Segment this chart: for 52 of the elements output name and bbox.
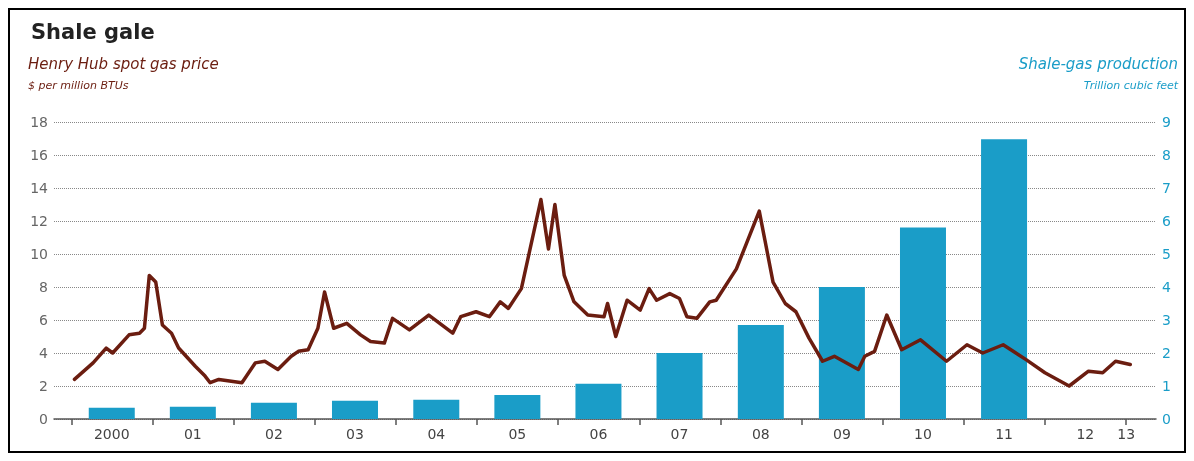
bar [737,324,784,419]
y-tick-label: 18 [30,114,48,130]
x-tick-label: 05 [508,426,527,442]
x-tick-label: 08 [751,426,770,442]
bar [169,406,216,419]
bar [331,400,378,419]
y-tick-label: 0 [39,411,48,427]
x-tick-label: 12 [1076,426,1095,442]
bar [88,407,135,419]
line-series [72,197,1132,388]
x-tick-label: 09 [832,426,851,442]
y2-tick-label: 7 [1162,180,1171,196]
text: Henry Hub spot gas price [28,54,219,73]
x-tick-label: 2000 [93,426,130,442]
x-tick-label: 11 [995,426,1013,442]
y2-tick-label: 1 [1162,378,1171,394]
y2-tick-label: 0 [1162,411,1171,427]
bar [981,139,1028,419]
y-tick-label: 6 [39,312,49,328]
x-tick-label: 01 [183,426,202,442]
y2-tick-label: 6 [1162,213,1171,229]
y2-tick-label: 2 [1162,345,1171,361]
bar [250,402,297,419]
x-tick-label: 02 [265,426,283,442]
y2-tick-label: 4 [1162,279,1171,295]
x-tick-label: 04 [427,426,446,442]
text: Shale-gas production [1018,54,1178,73]
y2-tick-label: 8 [1162,147,1171,163]
y2-axis-title: Trillion cubic feet [1083,79,1179,92]
bar [575,383,622,419]
y-tick-label: 16 [30,147,49,163]
bar [818,287,865,419]
y-tick-label: 14 [30,180,49,196]
y2-tick-label: 9 [1162,114,1171,130]
y-tick-label: 12 [30,213,48,229]
y2-tick-label: 3 [1162,312,1171,328]
y2-tick-label: 5 [1162,246,1171,262]
bar [656,353,703,419]
chart-title: Shale gale [31,19,155,44]
x-tick-label: 10 [914,426,932,442]
x-tick-label: 03 [346,426,364,442]
x-tick-label: 06 [589,426,608,442]
x-tick-label: 07 [670,426,689,442]
bar [494,394,541,419]
bar [413,399,460,419]
bar [899,227,946,419]
y-axis-title: $ per million BTUs [28,79,129,92]
y-tick-label: 10 [30,246,48,262]
y-tick-label: 4 [39,345,49,361]
x-tick-label: 13 [1117,426,1136,442]
y-tick-label: 8 [39,279,48,295]
y-tick-label: 2 [39,378,48,394]
